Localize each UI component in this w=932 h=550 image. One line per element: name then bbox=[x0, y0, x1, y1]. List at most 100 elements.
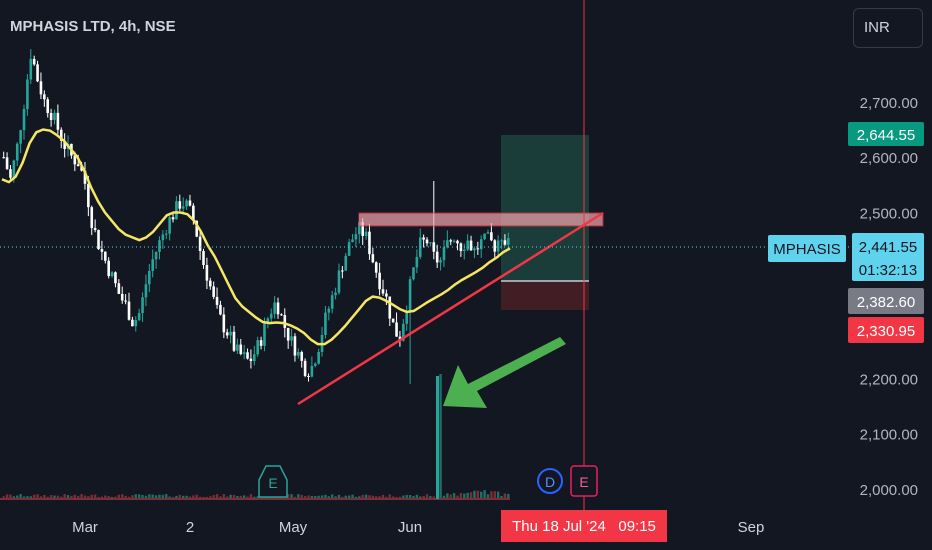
volume-bar bbox=[26, 496, 29, 499]
volume-bar bbox=[205, 496, 209, 499]
volume-bar bbox=[368, 495, 371, 499]
candle-body bbox=[15, 143, 19, 161]
candle-body bbox=[59, 129, 63, 141]
candle-body bbox=[219, 304, 222, 315]
volume-spike bbox=[436, 376, 439, 499]
volume-bar bbox=[171, 496, 175, 499]
x-tick-label: Sep bbox=[738, 519, 765, 536]
candle-body bbox=[239, 344, 243, 355]
candle-body bbox=[476, 248, 480, 250]
svg-text:2,330.95: 2,330.95 bbox=[857, 323, 915, 340]
candle-body bbox=[432, 242, 436, 252]
volume-bar bbox=[83, 495, 87, 499]
volume-bars bbox=[0, 374, 510, 500]
candle-body bbox=[422, 237, 425, 240]
volume-bar bbox=[5, 494, 9, 499]
candle-body bbox=[249, 358, 253, 362]
candle-body bbox=[32, 58, 36, 65]
volume-bar bbox=[402, 495, 405, 499]
candle-body bbox=[208, 280, 212, 287]
candle-body bbox=[334, 292, 337, 296]
volume-bar bbox=[236, 495, 239, 499]
stop-zone[interactable] bbox=[501, 281, 589, 310]
volume-bar bbox=[253, 496, 256, 499]
candle-body bbox=[56, 112, 60, 130]
candle-body bbox=[293, 336, 297, 356]
candle-body bbox=[188, 200, 192, 206]
candle-body bbox=[19, 130, 22, 144]
candle-body bbox=[134, 320, 138, 327]
candle-body bbox=[181, 206, 185, 209]
candle-body bbox=[76, 164, 80, 167]
volume-bar bbox=[425, 494, 429, 499]
volume-bar bbox=[36, 494, 39, 499]
volume-bar bbox=[246, 496, 249, 499]
dividend-marker[interactable]: D bbox=[537, 468, 563, 494]
volume-bar bbox=[77, 495, 80, 499]
candle-body bbox=[357, 222, 361, 235]
time-axis[interactable]: Mar 2 May Jun Sep bbox=[72, 519, 764, 536]
candle-body bbox=[87, 183, 90, 208]
arrow-annotation[interactable] bbox=[443, 337, 566, 408]
chart-title: MPHASIS LTD, 4h, NSE bbox=[10, 18, 176, 35]
candle-body bbox=[12, 160, 16, 178]
volume-bar bbox=[351, 494, 354, 499]
candle-body bbox=[9, 169, 12, 178]
volume-bar bbox=[486, 494, 490, 499]
volume-bar bbox=[141, 494, 144, 499]
candles bbox=[2, 49, 510, 384]
volume-bar bbox=[500, 495, 503, 499]
crosshair-date-label: Thu 18 Jul '24 09:15 bbox=[501, 510, 667, 542]
trendline[interactable] bbox=[297, 211, 604, 406]
volume-bar bbox=[442, 495, 446, 499]
volume-bar bbox=[104, 495, 107, 499]
candle-body bbox=[313, 363, 317, 366]
volume-bar bbox=[151, 494, 154, 499]
volume-bar bbox=[161, 494, 165, 499]
volume-bar bbox=[449, 494, 452, 499]
candle-body bbox=[425, 239, 429, 244]
candle-body bbox=[395, 322, 398, 337]
candle-body bbox=[185, 200, 188, 207]
candle-body bbox=[452, 240, 456, 242]
volume-bar bbox=[337, 494, 341, 499]
currency-selector[interactable]: INR bbox=[853, 8, 923, 48]
volume-bar bbox=[175, 495, 178, 499]
y-tick-label: 2,200.00 bbox=[860, 371, 918, 388]
volume-bar bbox=[56, 495, 60, 499]
volume-bar bbox=[429, 496, 432, 499]
earnings-marker-right[interactable]: E bbox=[570, 465, 598, 497]
candle-body bbox=[120, 293, 124, 301]
candle-body bbox=[398, 336, 402, 341]
candle-body bbox=[175, 201, 178, 220]
volume-bar bbox=[63, 494, 66, 499]
candle-body bbox=[374, 262, 378, 273]
candle-body bbox=[2, 157, 5, 159]
volume-bar bbox=[317, 495, 320, 499]
candle-body bbox=[364, 231, 368, 236]
candle-body bbox=[195, 220, 199, 237]
candle-body bbox=[341, 270, 344, 272]
volume-bar bbox=[242, 495, 246, 499]
symbol-tag: MPHASIS bbox=[768, 235, 846, 262]
candle-body bbox=[405, 310, 409, 324]
earnings-marker-left[interactable]: E bbox=[258, 465, 288, 498]
resistance-zone[interactable] bbox=[358, 212, 604, 227]
volume-bar bbox=[503, 493, 507, 499]
candle-body bbox=[412, 267, 415, 280]
candle-body bbox=[276, 302, 280, 315]
candle-body bbox=[300, 352, 304, 361]
volume-bar bbox=[137, 494, 141, 499]
candle-body bbox=[80, 166, 83, 171]
candle-body bbox=[462, 249, 466, 252]
candle-body bbox=[90, 207, 94, 229]
volume-bar bbox=[97, 496, 100, 499]
target-zone[interactable] bbox=[501, 135, 589, 281]
volume-bar bbox=[490, 491, 493, 499]
volume-bar bbox=[452, 493, 456, 499]
candle-body bbox=[242, 352, 246, 355]
svg-text:2,382.60: 2,382.60 bbox=[857, 294, 915, 311]
candle-body bbox=[415, 256, 419, 268]
candle-body bbox=[303, 360, 307, 376]
